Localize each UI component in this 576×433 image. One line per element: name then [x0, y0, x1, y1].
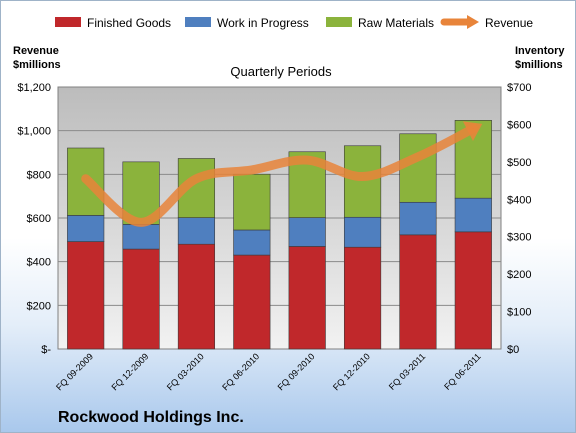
- bar-work-in-progress: [233, 229, 271, 256]
- x-tick-label: FQ 06-2010: [220, 351, 261, 392]
- bar-finished-goods: [399, 234, 437, 350]
- x-tick-label: FQ 09-2009: [54, 351, 95, 392]
- bar-raw-materials: [343, 145, 382, 218]
- right-tick-label: $600: [507, 119, 531, 131]
- revenue-point: [195, 178, 197, 180]
- right-tick-label: $300: [507, 232, 531, 244]
- bar-work-in-progress: [122, 224, 160, 250]
- right-axis-title-line2: $millions: [515, 59, 563, 71]
- right-tick-label: $400: [507, 194, 531, 206]
- legend-label-work-in-progress: Work in Progress: [217, 16, 309, 30]
- revenue-point: [306, 159, 308, 161]
- bars: [67, 120, 492, 350]
- left-tick-label: $200: [27, 300, 51, 312]
- left-axis-title-line1: Revenue: [13, 45, 59, 57]
- left-axis-title-line2: $millions: [13, 59, 61, 71]
- x-tick-label: FQ 03-2010: [165, 351, 206, 392]
- bar-finished-goods: [122, 248, 160, 350]
- bar-work-in-progress: [288, 217, 326, 247]
- right-tick-label: $0: [507, 344, 519, 356]
- right-axis-title-line1: Inventory: [515, 45, 565, 57]
- right-axis-ticks: $0 $100 $200 $300 $400 $500 $600 $700: [507, 82, 531, 356]
- x-tick-label: FQ 06-2011: [442, 351, 483, 392]
- bar-finished-goods: [288, 246, 326, 350]
- revenue-point: [85, 178, 87, 180]
- revenue-arrowhead: [462, 121, 483, 142]
- left-tick-label: $-: [41, 344, 51, 356]
- x-tick-label: FQ 12-2010: [331, 351, 372, 392]
- legend-swatch-work-in-progress: [185, 17, 211, 27]
- bar-finished-goods: [454, 231, 492, 350]
- x-tick-label: FQ 03-2011: [387, 351, 428, 392]
- bar-finished-goods: [343, 246, 382, 350]
- bar-raw-materials: [399, 133, 437, 203]
- company-name: Rockwood Holdings Inc.: [58, 409, 244, 426]
- legend: Finished Goods Work in Progress Raw Mate…: [55, 15, 533, 30]
- bar-finished-goods: [177, 243, 216, 350]
- revenue-point: [362, 176, 364, 178]
- legend-label-revenue: Revenue: [485, 16, 533, 30]
- bar-finished-goods: [233, 254, 271, 350]
- legend-label-finished-goods: Finished Goods: [87, 16, 171, 30]
- revenue-point: [140, 221, 142, 223]
- right-tick-label: $200: [507, 269, 531, 281]
- left-tick-label: $400: [27, 257, 51, 269]
- bar-work-in-progress: [454, 197, 492, 233]
- x-tick-label: FQ 09-2010: [276, 351, 317, 392]
- revenue-point: [417, 156, 419, 158]
- left-tick-label: $1,000: [17, 126, 51, 138]
- bar-work-in-progress: [67, 215, 105, 242]
- right-tick-label: $500: [507, 157, 531, 169]
- left-axis-ticks: $- $200 $400 $600 $800 $1,000 $1,200: [17, 82, 51, 356]
- bar-work-in-progress: [399, 201, 437, 236]
- plot-title: Quarterly Periods: [230, 64, 332, 79]
- left-tick-label: $600: [27, 213, 51, 225]
- right-tick-label: $700: [507, 82, 531, 94]
- x-axis-ticks: FQ 09-2009 FQ 12-2009 FQ 03-2010 FQ 06-2010…: [54, 351, 483, 392]
- legend-swatch-raw-materials: [326, 17, 352, 27]
- legend-label-raw-materials: Raw Materials: [358, 16, 434, 30]
- right-tick-label: $100: [507, 307, 531, 319]
- x-tick-label: FQ 12-2009: [109, 351, 150, 392]
- left-tick-label: $800: [27, 169, 51, 181]
- revenue-point: [472, 127, 474, 129]
- revenue-line: [81, 121, 483, 227]
- bar-raw-materials: [233, 173, 271, 231]
- bar-work-in-progress: [177, 217, 216, 245]
- left-tick-label: $1,200: [17, 82, 51, 94]
- legend-swatch-finished-goods: [55, 17, 81, 27]
- bar-finished-goods: [67, 241, 105, 350]
- revenue-point: [251, 169, 253, 171]
- bar-work-in-progress: [343, 216, 382, 248]
- legend-arrowhead-revenue: [467, 15, 479, 29]
